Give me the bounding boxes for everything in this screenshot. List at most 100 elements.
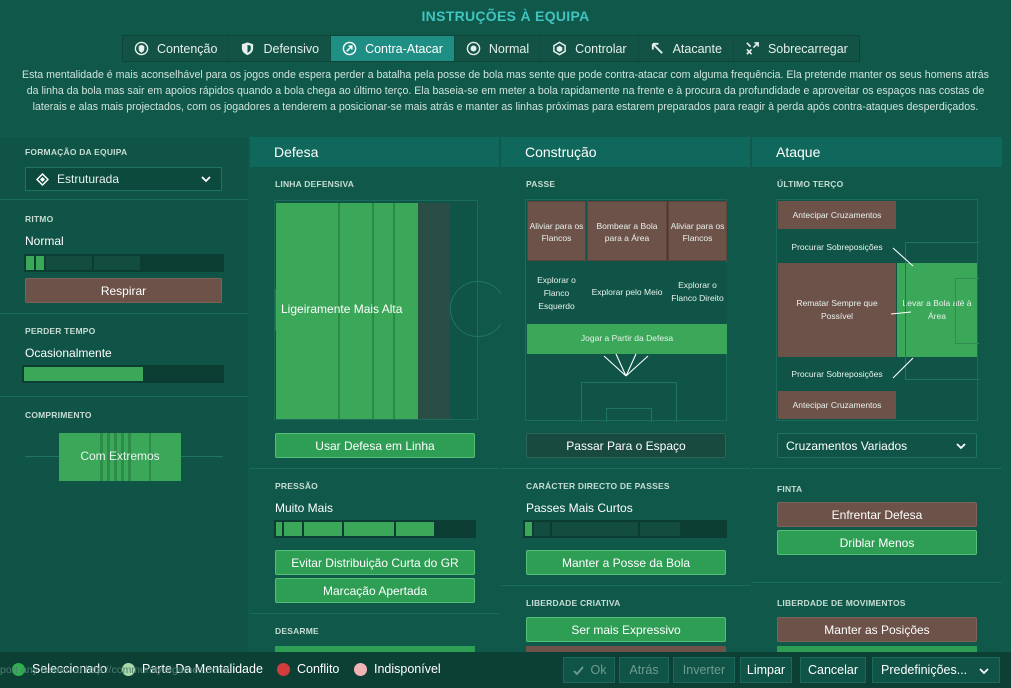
defensive-line-pitch[interactable]: Ligeiramente Mais Alta <box>274 200 506 420</box>
movement-button-edge[interactable] <box>777 646 977 652</box>
tab-mentality-contencao[interactable]: Contenção <box>123 36 230 61</box>
final-third-pitch[interactable]: Antecipar Cruzamentos Procurar Sobreposi… <box>776 199 979 421</box>
creative-freedom-label: LIBERDADE CRIATIVA <box>526 598 621 608</box>
tab-mentality-defensivo[interactable]: Defensivo <box>229 36 332 61</box>
pitch-box <box>905 242 979 380</box>
cancel-button[interactable]: Cancelar <box>800 657 866 683</box>
team-shape-panel: FORMAÇÃO DA EQUIPA Estruturada RITMO Nor… <box>0 137 248 652</box>
meter-segment <box>552 522 638 536</box>
zone-play-out[interactable]: Jogar a Partir da Defesa <box>527 324 727 354</box>
attack-arrow-icon <box>651 42 663 54</box>
presets-button[interactable]: Predefinições... <box>872 657 1000 683</box>
meter-segment <box>304 522 342 536</box>
timewasting-meter[interactable] <box>22 365 224 383</box>
divider <box>501 585 750 586</box>
meter-segment <box>26 256 34 270</box>
width-fill <box>59 433 181 481</box>
zone-right-flank[interactable]: Aliviar para os Flancos <box>668 201 727 261</box>
tackling-label: DESARME <box>275 626 319 636</box>
directness-label: CARÁCTER DIRECTO DE PASSES <box>526 481 670 491</box>
legend-conflict: Conflito <box>277 662 339 676</box>
formation-select[interactable]: Estruturada <box>25 167 222 191</box>
retain-possession-button[interactable]: Manter a Posse da Bola <box>526 550 726 575</box>
divider <box>0 199 248 200</box>
redo-button[interactable]: Inverter <box>673 657 735 683</box>
tab-mentality-contra-atacar[interactable]: Contra-Atacar <box>331 36 455 61</box>
zone-center-long[interactable]: Bombear a Bola para a Área <box>587 201 667 261</box>
width-label: COMPRIMENTO <box>25 410 92 420</box>
offside-trap-button[interactable]: Usar Defesa em Linha <box>275 433 475 458</box>
meter-segment <box>24 367 143 381</box>
legend-label: Conflito <box>297 662 340 676</box>
legend-unavailable: Indisponível <box>354 662 441 676</box>
undo-button[interactable]: Atrás <box>619 657 669 683</box>
header-area: INSTRUÇÕES À EQUIPA Contenção Defensivo … <box>0 0 1011 136</box>
meter-segment <box>36 256 44 270</box>
width-pitch[interactable]: Com Extremos <box>25 431 223 483</box>
zone-shoot-on-sight[interactable]: Rematar Sempre que Possível <box>778 263 896 357</box>
tab-label: Contenção <box>157 41 218 56</box>
tempo-meter[interactable] <box>24 254 224 272</box>
hexagon-icon <box>553 41 567 56</box>
clear-button[interactable]: Limpar <box>740 657 792 683</box>
zone-early-cross-bottom[interactable]: Antecipar Cruzamentos <box>778 391 896 419</box>
ok-button[interactable]: Ok <box>563 657 615 683</box>
meter-segment <box>640 522 680 536</box>
attack-panel: Ataque ÚLTIMO TERÇO Antecipar Cruzamento… <box>752 137 1002 652</box>
zone-overlap-top[interactable]: Procurar Sobreposições <box>778 231 896 262</box>
tab-mentality-controlar[interactable]: Controlar <box>541 36 639 61</box>
footer-bar: Seleccionado Parte Da Mentalidade Confli… <box>0 652 1011 688</box>
legend-label: Parte Da Mentalidade <box>142 662 263 676</box>
width-value: Com Extremos <box>80 449 160 463</box>
be-more-expressive-button[interactable]: Ser mais Expressivo <box>526 617 726 642</box>
build-up-header: Construção <box>501 137 750 167</box>
legend-dot <box>12 662 25 676</box>
legend-part-of-mentality: Parte Da Mentalidade <box>122 662 263 676</box>
hold-position-button[interactable]: Manter as Posições <box>777 617 977 642</box>
meter-segment <box>276 522 282 536</box>
dribble-less-button[interactable]: Driblar Menos <box>777 530 977 555</box>
zone-explore-middle[interactable]: Explorar pelo Meio <box>587 263 667 323</box>
zone-explore-right[interactable]: Explorar o Flanco Direito <box>668 263 727 323</box>
tackling-button-edge[interactable] <box>275 646 475 652</box>
attack-header: Ataque <box>752 137 1002 167</box>
tab-label: Contra-Atacar <box>365 41 443 56</box>
tab-label: Sobrecarregar <box>767 41 848 56</box>
meter-segment <box>344 522 394 536</box>
shield-ring-icon <box>134 41 149 56</box>
tight-marking-button[interactable]: Marcação Apertada <box>275 578 475 603</box>
tempo-value: Normal <box>25 234 64 248</box>
tab-mentality-sobrecarregar[interactable]: Sobrecarregar <box>734 36 859 61</box>
passing-pitch[interactable]: Aliviar para os Flancos Bombear a Bola p… <box>525 199 727 422</box>
defensive-line-label: LINHA DEFENSIVA <box>275 179 355 189</box>
meter-segment <box>284 522 302 536</box>
pressing-meter[interactable] <box>274 520 476 538</box>
breathe-button[interactable]: Respirar <box>25 278 222 303</box>
movement-arrows-icon <box>890 247 914 379</box>
tab-label: Atacante <box>672 41 722 56</box>
meter-segment <box>525 522 532 536</box>
directness-meter[interactable] <box>523 520 727 538</box>
meter-segment <box>534 522 550 536</box>
zone-early-cross-top[interactable]: Antecipar Cruzamentos <box>778 201 896 229</box>
meter-segment <box>46 256 92 270</box>
pitch-box <box>606 408 652 422</box>
run-at-defence-button[interactable]: Enfrentar Defesa <box>777 502 977 527</box>
zone-overlap-bottom[interactable]: Procurar Sobreposições <box>778 358 896 389</box>
formation-label: FORMAÇÃO DA EQUIPA <box>25 147 128 157</box>
formation-value: Estruturada <box>57 172 120 186</box>
overload-arrows-icon <box>746 42 759 55</box>
zone-explore-left[interactable]: Explorar o Flanco Esquerdo <box>527 263 586 323</box>
tab-mentality-atacante[interactable]: Atacante <box>639 36 734 61</box>
divider <box>250 613 499 614</box>
mentality-description: Esta mentalidade é mais aconselhável par… <box>22 69 989 113</box>
creative-button-edge[interactable] <box>526 646 726 652</box>
tab-label: Normal <box>488 41 530 56</box>
legend-dot <box>277 662 290 676</box>
zone-left-flank[interactable]: Aliviar para os Flancos <box>527 201 586 261</box>
avoid-short-gk-button[interactable]: Evitar Distribuição Curta do GR <box>275 550 475 575</box>
pass-into-space-button[interactable]: Passar Para o Espaço <box>526 433 726 458</box>
tab-mentality-normal[interactable]: Normal <box>455 36 542 61</box>
crossing-select[interactable]: Cruzamentos Variados <box>777 433 977 458</box>
chevron-down-icon <box>201 176 211 183</box>
